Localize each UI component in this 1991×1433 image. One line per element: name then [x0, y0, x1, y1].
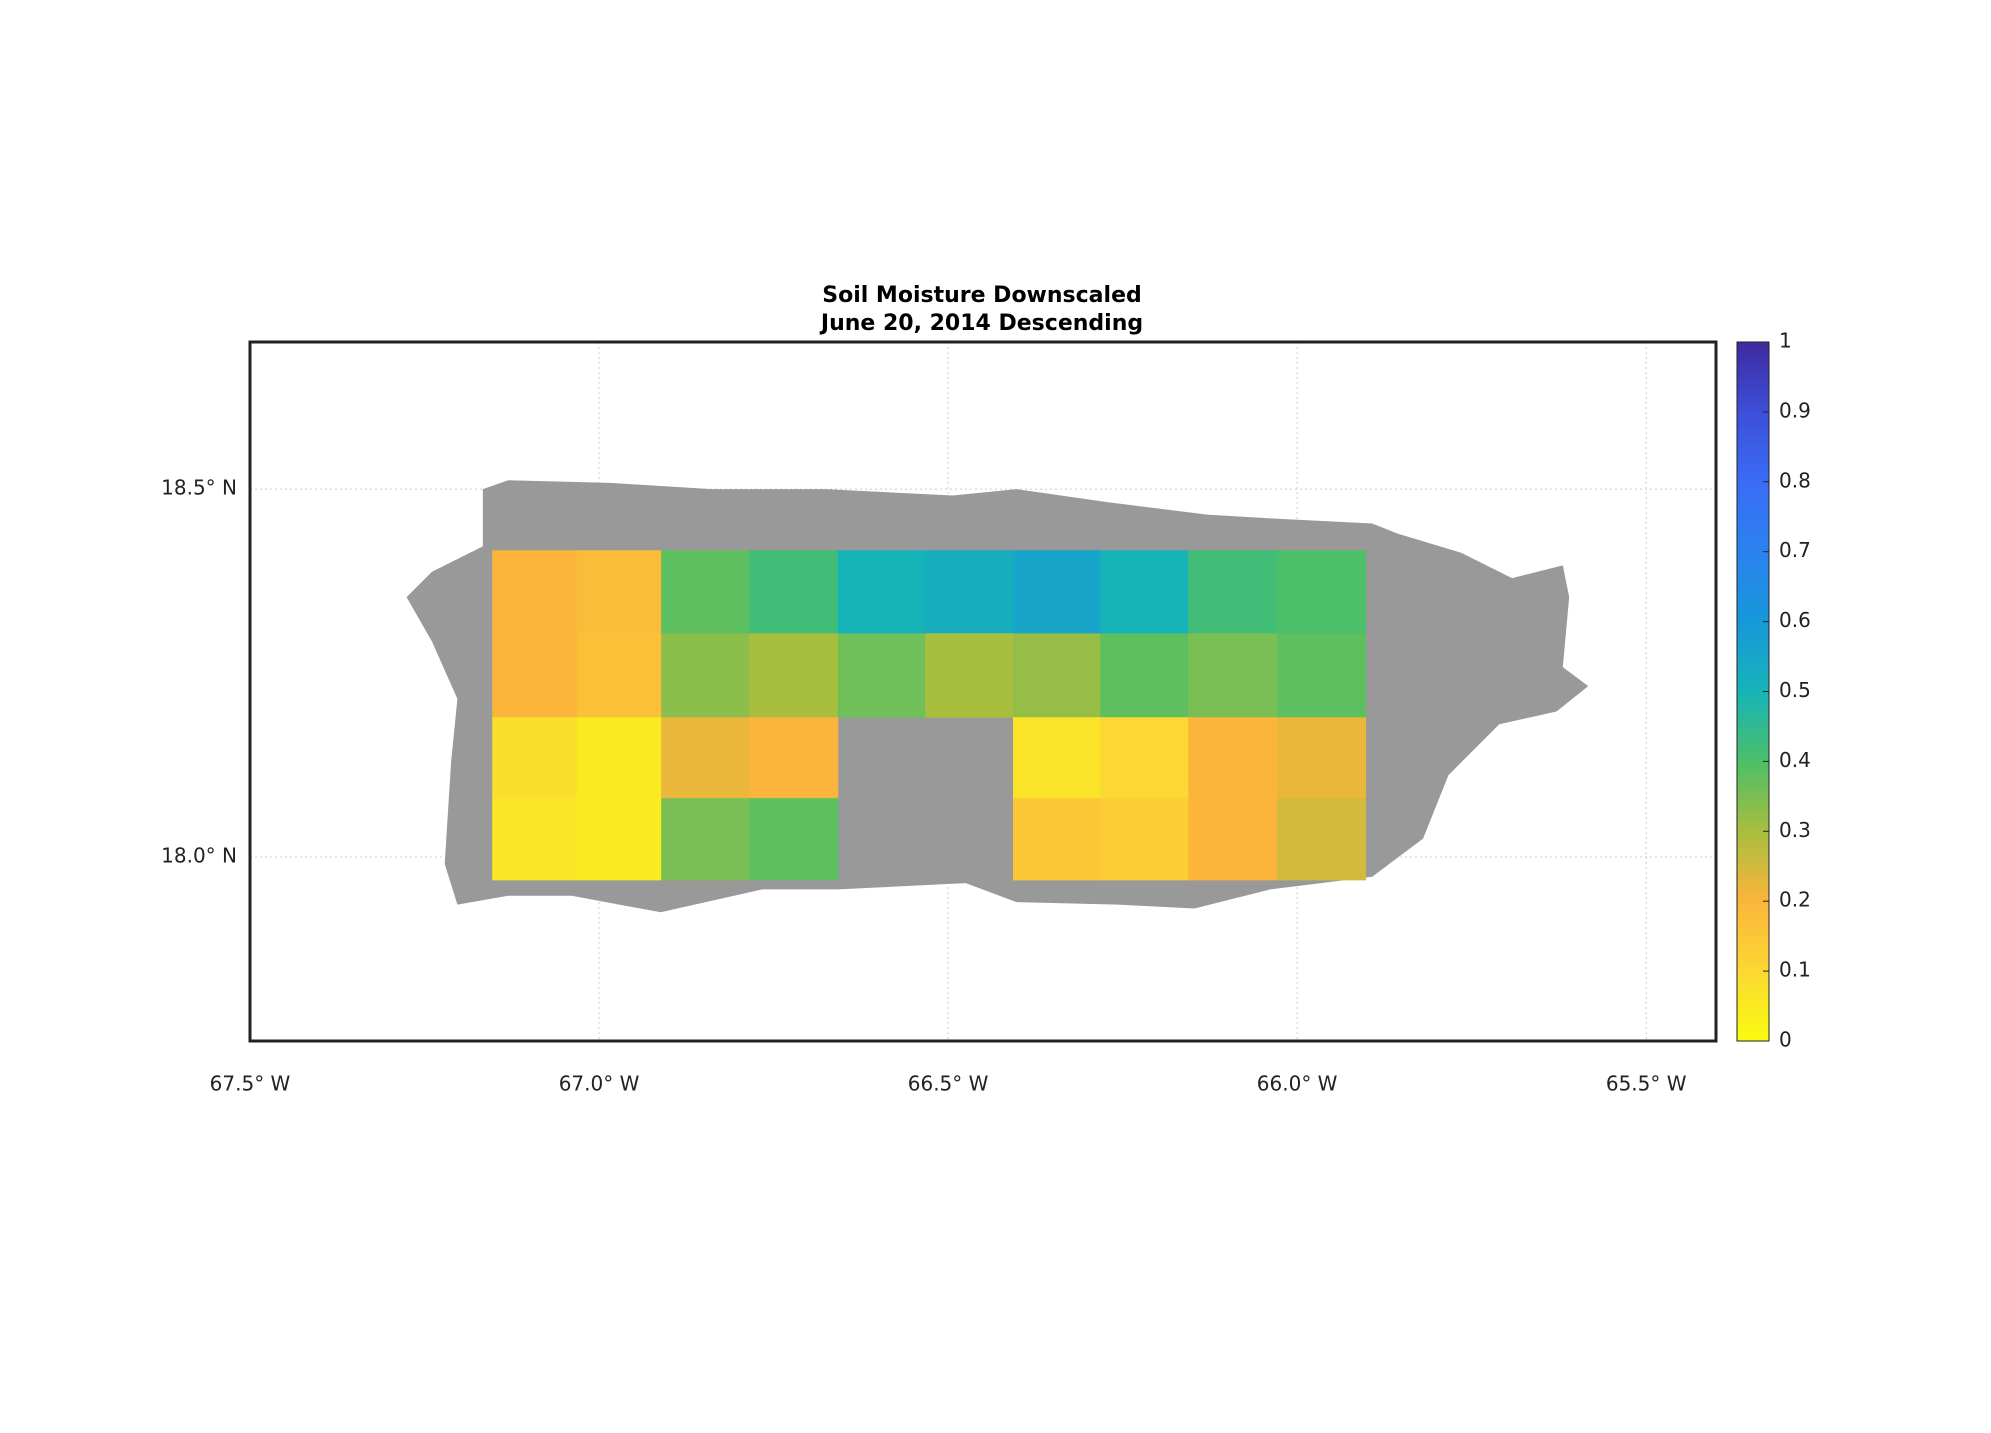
cell — [749, 798, 839, 881]
cell — [837, 633, 926, 718]
cell — [1013, 550, 1101, 634]
colorbar-tick-label: 0.6 — [1779, 608, 1811, 632]
cell — [749, 550, 839, 634]
y-tick-label: 18.0° N — [161, 844, 237, 868]
cell — [576, 550, 662, 634]
colorbar-tick-label: 0.8 — [1779, 468, 1811, 492]
cell — [1188, 798, 1278, 881]
cell — [492, 550, 578, 634]
colorbar-tick-label: 0 — [1779, 1028, 1792, 1052]
colorbar-tick-label: 0.9 — [1779, 398, 1811, 422]
colorbar-tick-label: 0.5 — [1779, 678, 1811, 702]
cell — [661, 633, 750, 718]
cell — [492, 717, 578, 799]
x-tick-label: 66.5° W — [908, 1072, 989, 1096]
cell — [837, 550, 926, 634]
cell — [925, 633, 1014, 718]
labels: 67.5° W 67.0° W 66.5° W 66.0° W 65.5° W 18.0°… — [161, 329, 1811, 1096]
cell — [661, 717, 750, 799]
cell — [1276, 798, 1367, 881]
cell — [1100, 550, 1189, 634]
cell — [1013, 717, 1101, 799]
x-tick-label: 65.5° W — [1606, 1072, 1687, 1096]
cell — [925, 550, 1014, 634]
cell — [1188, 550, 1278, 634]
x-tick-label: 67.0° W — [559, 1072, 640, 1096]
cell — [1100, 633, 1189, 718]
chart-title: Soil Moisture Downscaled — [822, 283, 1142, 308]
cell — [661, 798, 750, 881]
colorbar-tick-label: 0.7 — [1779, 538, 1811, 562]
x-tick-label: 66.0° W — [1257, 1072, 1338, 1096]
cell — [661, 550, 750, 634]
cell — [1276, 633, 1367, 718]
chart-subtitle: June 20, 2014 Descending — [819, 311, 1143, 336]
x-tick-label: 67.5° W — [210, 1072, 291, 1096]
cell — [1013, 633, 1101, 718]
cell — [1188, 717, 1278, 799]
cell — [1013, 798, 1101, 881]
cell — [492, 633, 578, 718]
colorbar-tick-label: 0.1 — [1779, 958, 1811, 982]
cell — [576, 717, 662, 799]
cell — [749, 633, 839, 718]
colorbar-tick-label: 0.4 — [1779, 748, 1811, 772]
colorbar-tick-label: 0.2 — [1779, 888, 1811, 912]
cell — [1276, 550, 1367, 634]
cell — [1100, 717, 1189, 799]
axes-frame — [248, 340, 1718, 1043]
cell — [1100, 798, 1189, 881]
colorbar-tick-label: 0.3 — [1779, 818, 1811, 842]
y-tick-label: 18.5° N — [161, 476, 237, 500]
cell — [1188, 633, 1278, 718]
cell — [576, 798, 662, 881]
cell — [1276, 717, 1367, 799]
cell — [749, 717, 839, 799]
colorbar-tick-label: 1 — [1779, 329, 1792, 353]
cell — [576, 633, 662, 718]
cell — [492, 798, 578, 881]
cells — [492, 550, 1367, 881]
